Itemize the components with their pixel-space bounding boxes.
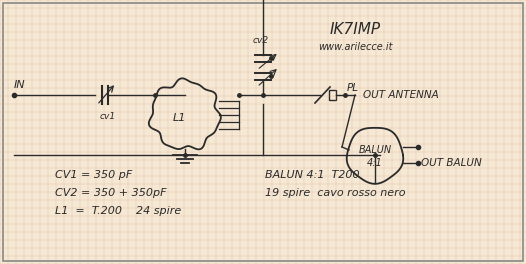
Text: PL: PL (347, 83, 359, 93)
Text: CV1 = 350 pF: CV1 = 350 pF (55, 170, 132, 180)
Text: BALUN 4:1  T200: BALUN 4:1 T200 (265, 170, 360, 180)
Text: CV2 = 350 + 350pF: CV2 = 350 + 350pF (55, 188, 167, 198)
Text: IN: IN (14, 80, 26, 90)
Text: OUT ANTENNA: OUT ANTENNA (363, 90, 439, 100)
Text: cv1: cv1 (100, 112, 116, 121)
Text: IK7IMP: IK7IMP (330, 22, 381, 37)
Text: OUT BALUN: OUT BALUN (421, 158, 482, 168)
Bar (329, 90, 336, 100)
Text: www.arilecce.it: www.arilecce.it (318, 42, 392, 52)
Text: L1  =  T.200    24 spire: L1 = T.200 24 spire (55, 206, 181, 216)
Text: 19 spire  cavo rosso nero: 19 spire cavo rosso nero (265, 188, 406, 198)
Text: cv2: cv2 (253, 36, 269, 45)
Text: L1: L1 (173, 113, 186, 123)
Text: 4:1: 4:1 (367, 158, 383, 168)
Text: BALUN: BALUN (358, 145, 391, 155)
